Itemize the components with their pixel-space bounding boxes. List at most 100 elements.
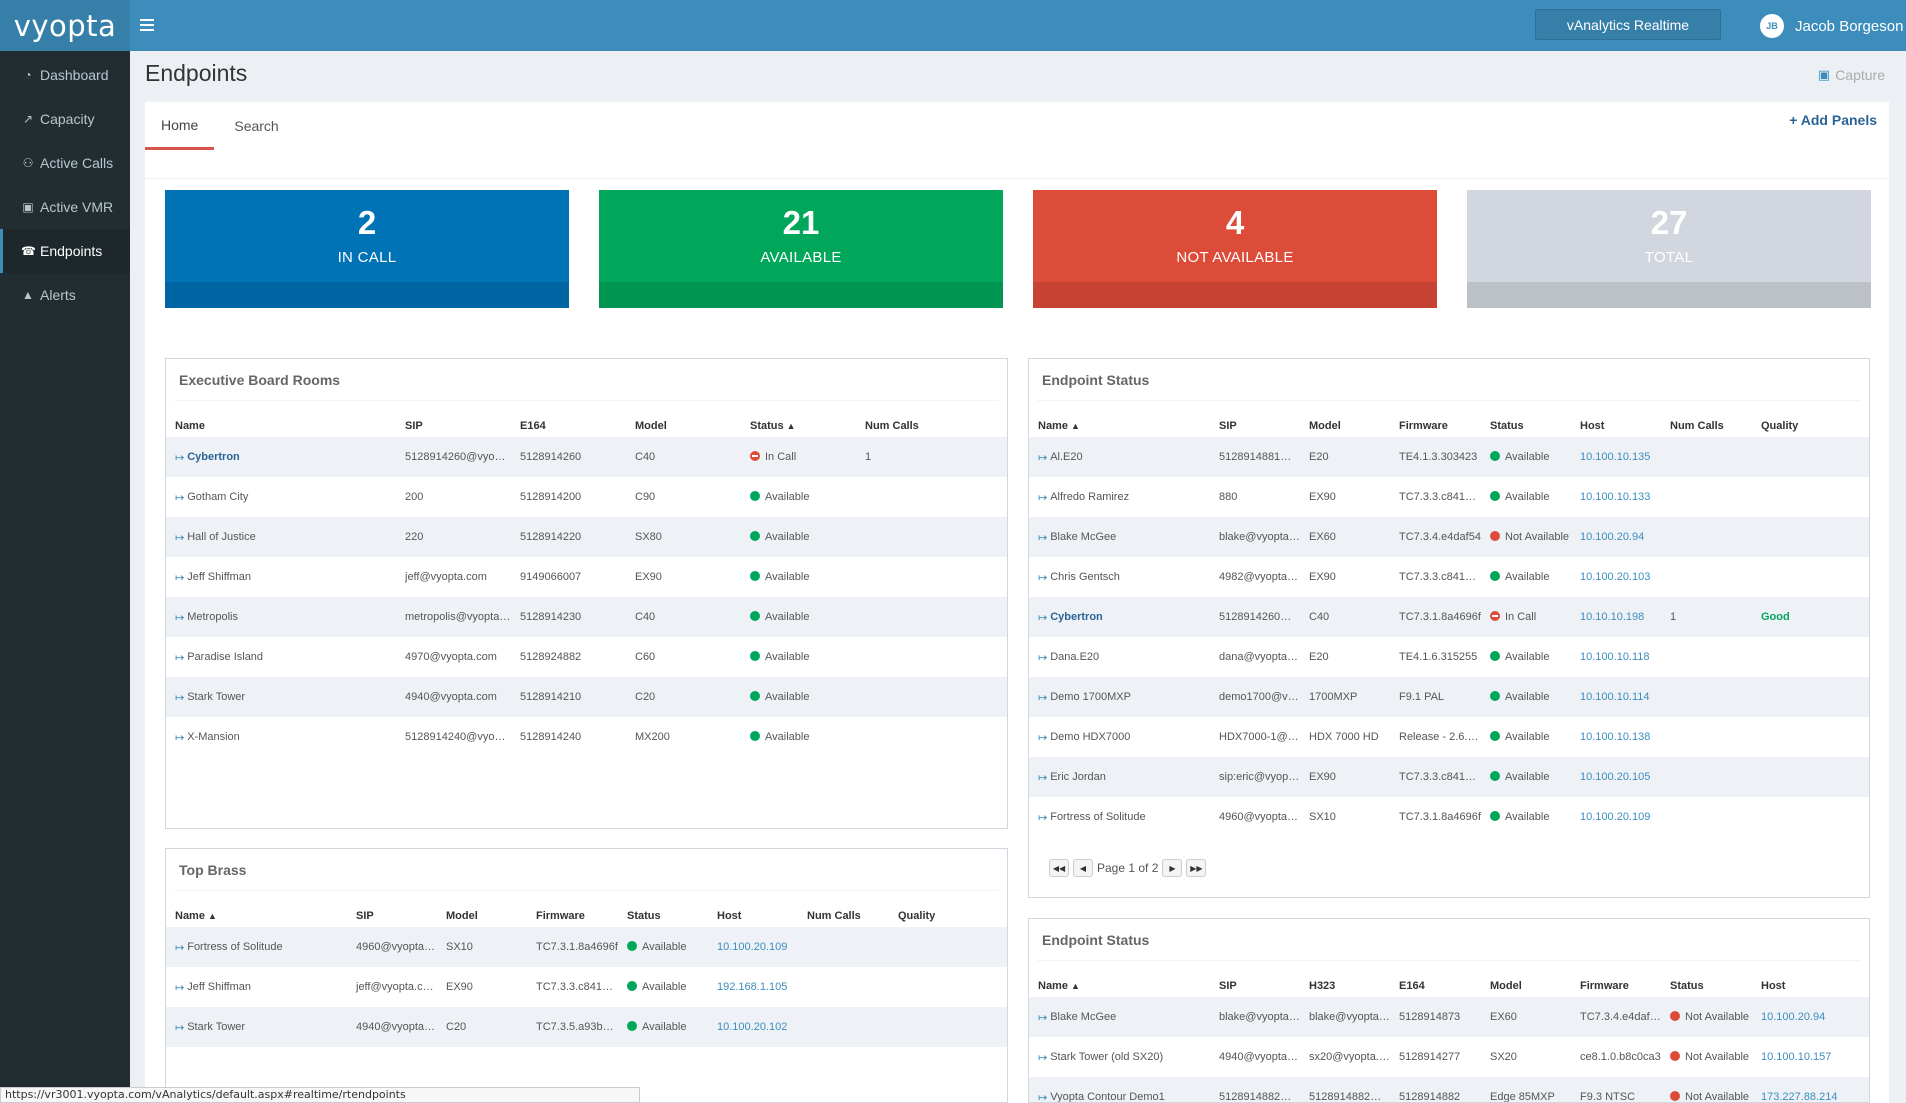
column-header-name[interactable]: Name	[175, 420, 205, 432]
column-header-sip[interactable]: SIP	[405, 420, 423, 432]
table-row[interactable]: ↦ Cybertron 5128914260@vyopta... 5128914260…	[166, 437, 1007, 477]
stat-tile-not-available[interactable]: 4 NOT AVAILABLE	[1033, 190, 1437, 308]
endpoint-name-link[interactable]: Jeff Shiffman	[187, 571, 252, 583]
host-link[interactable]: 10.100.10.157	[1761, 1051, 1832, 1063]
sidebar-item-endpoints[interactable]: ☎ Endpoints	[0, 229, 130, 273]
column-header-name[interactable]: Name ▲	[175, 910, 217, 922]
host-link[interactable]: 10.100.20.94	[1761, 1011, 1826, 1023]
endpoint-name-link[interactable]: Fortress of Solitude	[187, 941, 283, 953]
last-page-button[interactable]: ▶▶	[1186, 859, 1207, 877]
host-link[interactable]: 10.100.20.102	[717, 1021, 788, 1033]
endpoint-name-link[interactable]: Dana.E20	[1050, 651, 1100, 663]
host-link[interactable]: 10.100.20.103	[1580, 571, 1651, 583]
endpoint-login-icon[interactable]: ↦	[175, 1021, 185, 1034]
column-header-sip[interactable]: SIP	[1219, 980, 1237, 992]
endpoint-name-link[interactable]: Stark Tower	[187, 691, 246, 703]
endpoint-name-link[interactable]: Paradise Island	[187, 651, 264, 663]
table-row[interactable]: ↦ Stark Tower 4940@vyopta.com 5128914210 C20…	[166, 677, 1007, 717]
table-row[interactable]: ↦Al.E205128914881@vy...E20TE4.1.3.303423…	[1029, 437, 1869, 477]
table-row[interactable]: ↦ Alfredo Ramirez 880 EX90 TC7.3.3.c84180a Av…	[1029, 477, 1869, 517]
user-menu[interactable]: JB Jacob Borgeson	[1760, 13, 1903, 39]
host-link[interactable]: 10.100.20.94	[1580, 531, 1645, 543]
endpoint-name-link[interactable]: Hall of Justice	[187, 531, 256, 543]
host-link[interactable]: 10.10.10.198	[1580, 611, 1645, 623]
host-link[interactable]: 10.100.10.135	[1580, 451, 1651, 463]
endpoint-name-link[interactable]: Fortress of Solitude	[1050, 811, 1146, 823]
column-header-firmware[interactable]: Firmware	[1399, 420, 1448, 432]
endpoint-name-link[interactable]: Metropolis	[187, 611, 238, 623]
column-header-e164[interactable]: E164	[1399, 980, 1425, 992]
endpoint-name-link[interactable]: Cybertron	[1050, 611, 1103, 623]
table-row[interactable]: ↦ Jeff Shiffman jeff@vyopta.com EX90 TC7.3.3…	[166, 967, 1007, 1007]
table-row[interactable]: ↦Stark Tower (old SX20) 4940@vyopta.co...…	[1029, 1037, 1869, 1077]
first-page-button[interactable]: ◀◀	[1049, 859, 1069, 877]
table-row[interactable]: ↦Cybertron5128914260@vy...C40TC7.3.1.8a4…	[1029, 597, 1869, 637]
stat-tile-total[interactable]: 27 TOTAL	[1467, 190, 1871, 308]
table-row[interactable]: ↦ Metropolis metropolis@vyopta.c... 5128914…	[166, 597, 1007, 637]
endpoint-name-link[interactable]: Eric Jordan	[1050, 771, 1106, 783]
tab-home[interactable]: Home	[145, 102, 215, 150]
column-header-model[interactable]: Model	[1490, 980, 1522, 992]
column-header-h323[interactable]: H323	[1309, 980, 1336, 992]
endpoint-login-icon[interactable]: ↦	[1038, 651, 1048, 664]
sidebar-item-active-vmr[interactable]: ▣ Active VMR	[0, 185, 130, 229]
table-row[interactable]: ↦ Hall of Justice 220 5128914220 SX80 Availab…	[166, 517, 1007, 557]
endpoint-login-icon[interactable]: ↦	[1038, 811, 1048, 824]
vanalytics-realtime-button[interactable]: vAnalytics Realtime	[1535, 9, 1721, 40]
column-header-quality[interactable]: Quality	[898, 910, 936, 922]
prev-page-button[interactable]: ◀	[1073, 859, 1093, 877]
column-header-host[interactable]: Host	[1580, 420, 1605, 432]
sidebar-item-capacity[interactable]: ↗ Capacity	[0, 97, 130, 141]
endpoint-login-icon[interactable]: ↦	[175, 491, 185, 504]
endpoint-login-icon[interactable]: ↦	[175, 731, 185, 744]
sidebar-item-active-calls[interactable]: ⚇ Active Calls	[0, 141, 130, 185]
endpoint-login-icon[interactable]: ↦	[175, 531, 185, 544]
column-header-name[interactable]: Name ▲	[1038, 980, 1080, 992]
tab-search[interactable]: Search	[234, 118, 279, 134]
endpoint-login-icon[interactable]: ↦	[175, 451, 185, 464]
endpoint-login-icon[interactable]: ↦	[1038, 531, 1048, 544]
column-header-status[interactable]: Status	[1490, 420, 1524, 432]
table-row[interactable]: ↦Blake McGeeblake@vyopta.co...EX60TC7.3.…	[1029, 517, 1869, 557]
sidebar-item-alerts[interactable]: ▲ Alerts	[0, 273, 130, 317]
endpoint-name-link[interactable]: Stark Tower	[187, 1021, 246, 1033]
endpoint-login-icon[interactable]: ↦	[175, 611, 185, 624]
endpoint-name-link[interactable]: Chris Gentsch	[1050, 571, 1120, 583]
capture-button[interactable]: ▣ Capture	[1818, 67, 1885, 83]
column-header-e164[interactable]: E164	[520, 420, 546, 432]
endpoint-login-icon[interactable]: ↦	[175, 981, 185, 994]
host-link[interactable]: 10.100.20.109	[1580, 811, 1651, 823]
endpoint-login-icon[interactable]: ↦	[1038, 1011, 1048, 1024]
host-link[interactable]: 173.227.88.214	[1761, 1091, 1838, 1103]
table-row[interactable]: ↦Stark Tower4940@vyopta.co...C20TC7.3.5.…	[166, 1007, 1007, 1047]
endpoint-name-link[interactable]: Gotham City	[187, 491, 249, 503]
table-row[interactable]: ↦Fortress of Solitude 4960@vyopta.co... SX…	[1029, 797, 1869, 837]
add-panels-link[interactable]: + Add Panels	[1789, 112, 1877, 128]
table-row[interactable]: ↦Demo HDX7000 HDX7000-1@vyo... HDX 7000 HD…	[1029, 717, 1869, 757]
endpoint-name-link[interactable]: Stark Tower (old SX20)	[1050, 1051, 1164, 1063]
stat-tile-in-call[interactable]: 2 IN CALL	[165, 190, 569, 308]
vyopta-logo[interactable]: vyopta	[0, 0, 130, 51]
sidebar-item-dashboard[interactable]: ◔ Dashboard	[0, 53, 130, 97]
endpoint-login-icon[interactable]: ↦	[1038, 611, 1048, 624]
host-link[interactable]: 10.100.20.105	[1580, 771, 1651, 783]
endpoint-login-icon[interactable]: ↦	[1038, 1051, 1048, 1064]
table-row[interactable]: ↦ Jeff Shiffman jeff@vyopta.com 9149066007 E…	[166, 557, 1007, 597]
menu-toggle-icon[interactable]	[140, 14, 160, 36]
endpoint-name-link[interactable]: Blake McGee	[1050, 1011, 1117, 1023]
column-header-model[interactable]: Model	[635, 420, 667, 432]
column-header-host[interactable]: Host	[1761, 980, 1786, 992]
column-header-sip[interactable]: SIP	[1219, 420, 1237, 432]
column-header-num-calls[interactable]: Num Calls	[807, 910, 861, 922]
table-row[interactable]: ↦Eric Jordansip:eric@vyopta....EX90TC7.3…	[1029, 757, 1869, 797]
host-link[interactable]: 10.100.10.118	[1580, 651, 1650, 663]
column-header-model[interactable]: Model	[1309, 420, 1341, 432]
column-header-model[interactable]: Model	[446, 910, 478, 922]
column-header-num-calls[interactable]: Num Calls	[1670, 420, 1724, 432]
column-header-firmware[interactable]: Firmware	[536, 910, 585, 922]
endpoint-login-icon[interactable]: ↦	[175, 571, 185, 584]
table-row[interactable]: ↦ Demo 1700MXP demo1700@vyo... 1700MXP F9.1 …	[1029, 677, 1869, 717]
endpoint-name-link[interactable]: Cybertron	[187, 451, 240, 463]
stat-tile-available[interactable]: 21 AVAILABLE	[599, 190, 1003, 308]
table-row[interactable]: ↦ X-Mansion 5128914240@vyopta... 5128914240…	[166, 717, 1007, 757]
